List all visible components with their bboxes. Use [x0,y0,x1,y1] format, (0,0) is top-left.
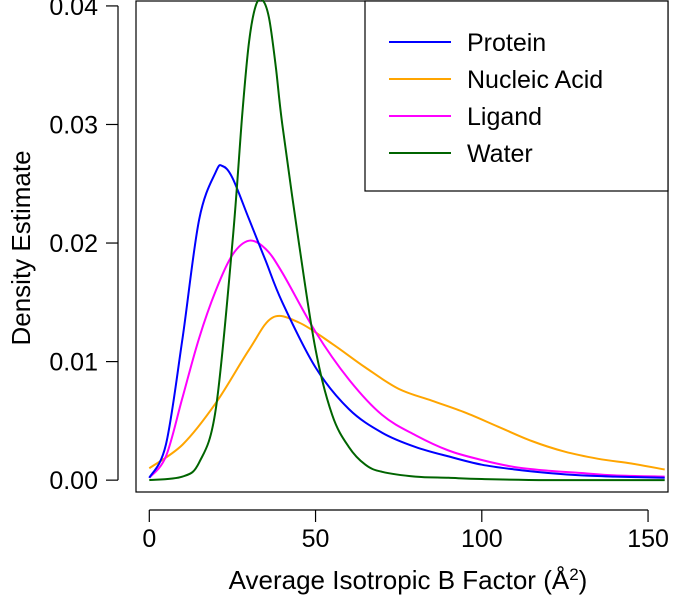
y-tick-label: 0.01 [49,349,98,377]
series-lines [148,0,665,482]
y-tick-label: 0.02 [49,230,98,258]
legend-label-water: Water [467,140,533,168]
y-axis-label: Density Estimate [6,150,36,345]
series-line-ligand [148,239,665,479]
x-tick-label: 50 [302,525,330,553]
series-line-water [149,0,665,482]
y-tick-label: 0.00 [49,467,98,495]
legend-label-ligand: Ligand [467,103,542,131]
legend-box [364,0,669,192]
x-tick-label: 150 [627,525,669,553]
x-tick-label: 0 [142,525,156,553]
legend-label-nucleic-acid: Nucleic Acid [467,66,603,94]
axes: 0 50 100 150 0.00 0.01 0.02 0.03 0.04 [49,0,669,553]
y-tick-label: 0.04 [49,0,98,21]
series-line-nucleic-acid [148,314,665,471]
x-axis-label-superscript: 2 [569,565,578,584]
x-tick-label: 100 [461,525,503,553]
y-tick-label: 0.03 [49,111,98,139]
x-axis-label: Average Isotropic B Factor (Å2) [229,565,588,596]
series-line-protein [148,164,665,479]
legend: Protein Nucleic Acid Ligand Water [364,0,669,192]
legend-label-protein: Protein [467,29,546,57]
